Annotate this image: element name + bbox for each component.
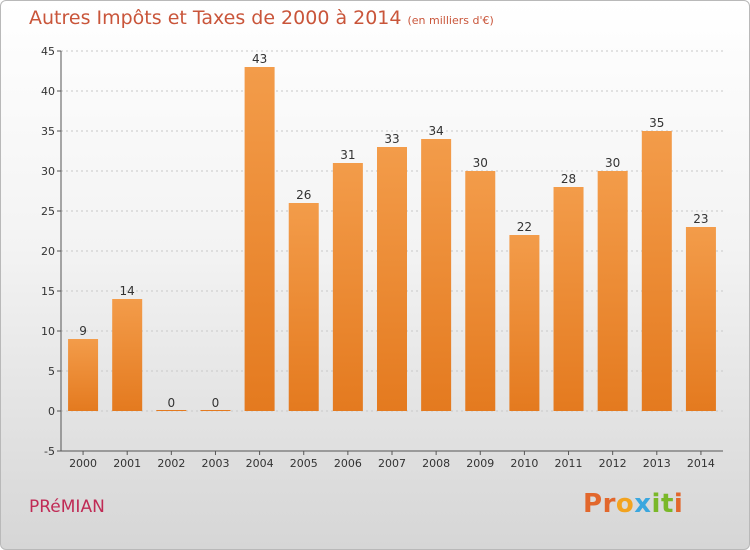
data-label: 9	[79, 324, 87, 338]
data-label: 31	[340, 148, 355, 162]
x-tick-label: 2000	[69, 457, 97, 470]
bar	[465, 171, 496, 411]
x-tick-label: 2002	[157, 457, 185, 470]
data-label: 26	[296, 188, 311, 202]
x-tick-label: 2005	[290, 457, 318, 470]
x-tick-label: 2010	[510, 457, 538, 470]
data-label: 23	[693, 212, 708, 226]
bar	[288, 203, 319, 411]
data-label: 28	[561, 172, 576, 186]
x-tick-label: 2007	[378, 457, 406, 470]
bar	[509, 235, 540, 411]
chart-unit: (en milliers d'€)	[407, 14, 494, 27]
y-tick-label: 45	[41, 45, 55, 58]
bar	[68, 339, 99, 411]
x-tick-label: 2011	[555, 457, 583, 470]
data-label: 14	[120, 284, 135, 298]
bar	[200, 410, 231, 411]
logo-letter: P	[583, 489, 603, 519]
x-tick-label: 2012	[599, 457, 627, 470]
x-tick-label: 2014	[687, 457, 715, 470]
x-tick-label: 2008	[422, 457, 450, 470]
data-label: 22	[517, 220, 532, 234]
logo-letter: x	[634, 489, 652, 519]
data-label: 33	[384, 132, 399, 146]
x-tick-label: 2001	[113, 457, 141, 470]
x-tick-label: 2009	[466, 457, 494, 470]
y-tick-label: 0	[48, 405, 55, 418]
x-tick-label: 2004	[246, 457, 274, 470]
data-label: 0	[212, 396, 220, 410]
x-tick-label: 2013	[643, 457, 671, 470]
y-tick-label: 10	[41, 325, 55, 338]
bar	[377, 147, 407, 411]
logo-letter: o	[615, 489, 635, 519]
bar	[597, 171, 628, 411]
data-label: 30	[473, 156, 488, 170]
y-tick-label: 15	[41, 285, 55, 298]
logo-letter: i	[673, 489, 684, 519]
bar	[244, 67, 275, 411]
data-label: 34	[428, 124, 443, 138]
y-tick-label: 35	[41, 125, 55, 138]
y-tick-label: 40	[41, 85, 55, 98]
data-label: 0	[168, 396, 176, 410]
bar	[641, 131, 672, 411]
logo-letter: i	[651, 489, 661, 519]
data-label: 43	[252, 52, 267, 66]
x-tick-label: 2006	[334, 457, 362, 470]
proxiti-logo: Proxiti	[583, 489, 683, 519]
chart-title-text: Autres Impôts et Taxes de 2000 à 2014	[29, 7, 402, 29]
data-label: 35	[649, 116, 664, 130]
data-label: 30	[605, 156, 620, 170]
x-tick-label: 2003	[201, 457, 229, 470]
bar	[156, 410, 187, 411]
logo-letter: t	[660, 489, 674, 519]
y-tick-label: 20	[41, 245, 55, 258]
bar	[332, 163, 363, 411]
bar	[112, 299, 143, 411]
bar	[553, 187, 584, 411]
y-tick-label: 30	[41, 165, 55, 178]
bar	[685, 227, 716, 411]
bar	[421, 139, 452, 411]
y-tick-label: 25	[41, 205, 55, 218]
logo-letter: r	[602, 489, 616, 519]
chart-title: Autres Impôts et Taxes de 2000 à 2014 (en…	[29, 7, 494, 29]
y-tick-label: -5	[44, 445, 55, 458]
commune-name: PRéMIAN	[29, 497, 105, 517]
y-tick-label: 5	[48, 365, 55, 378]
